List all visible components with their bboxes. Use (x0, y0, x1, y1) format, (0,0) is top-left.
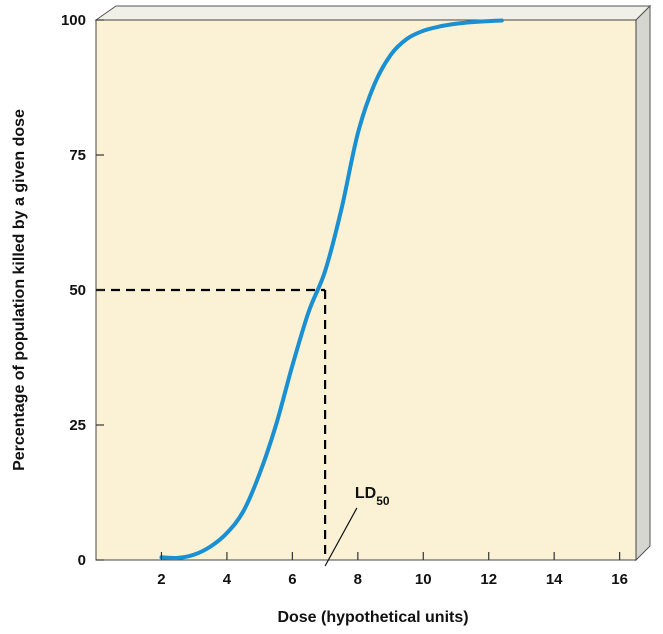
x-axis-label: Dose (hypothetical units) (277, 609, 468, 626)
series-layer (159, 18, 504, 560)
y-tick-label-75: 75 (69, 147, 86, 164)
ld50-reference-lines (96, 288, 327, 560)
ld50-pointer (324, 507, 358, 567)
annotation-layer: LD50 (324, 485, 390, 567)
ld50-label-subscript: 50 (376, 494, 390, 508)
axis-ticks: 2 4 6 8 10 12 14 16 0 25 50 75 100 (61, 12, 628, 588)
frame-side (635, 4, 651, 562)
x-tick-label-4: 4 (223, 571, 232, 588)
frame-top (94, 5, 652, 21)
x-tick-label-16: 16 (611, 571, 628, 588)
x-tick-label-2: 2 (157, 571, 165, 588)
x-tick-label-6: 6 (288, 571, 296, 588)
y-tick-label-0: 0 (78, 552, 86, 569)
ld50-label-main: LD (355, 485, 376, 502)
y-axis-label: Percentage of population killed by a giv… (11, 109, 28, 471)
series-line-0 (159, 18, 504, 560)
ld50-label: LD50 (355, 485, 390, 508)
x-tick-label-12: 12 (480, 571, 497, 588)
y-tick-label-100: 100 (61, 12, 86, 29)
x-tick-label-10: 10 (415, 571, 432, 588)
x-tick-label-8: 8 (354, 571, 362, 588)
x-tick-label-14: 14 (546, 571, 563, 588)
y-tick-label-25: 25 (69, 417, 86, 434)
y-tick-label-50: 50 (69, 282, 86, 299)
